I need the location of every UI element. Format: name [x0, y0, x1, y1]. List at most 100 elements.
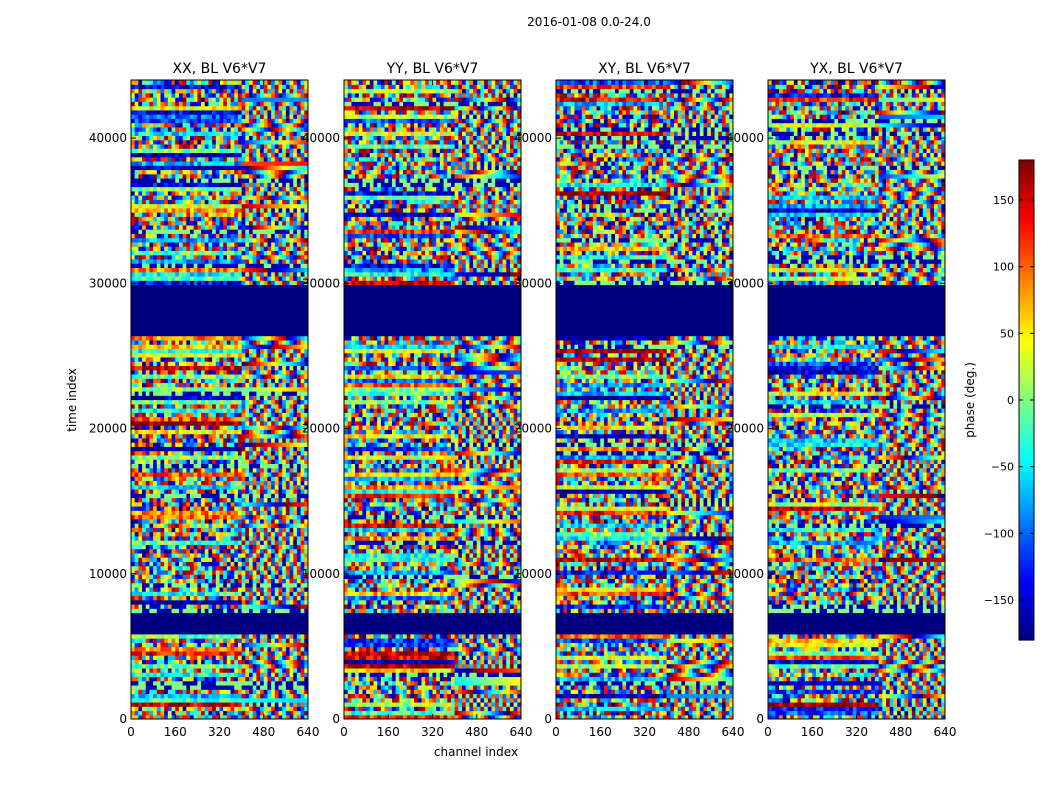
heatmap-cell — [175, 246, 180, 251]
heatmap-cell — [208, 254, 213, 260]
heatmap-cell — [285, 339, 291, 345]
heatmap-cell — [241, 224, 246, 230]
heatmap-cell — [138, 676, 143, 682]
heatmap-cell — [149, 442, 154, 447]
heatmap-cell — [274, 241, 280, 247]
heatmap-cell — [300, 476, 305, 482]
heatmap-cell — [271, 335, 276, 341]
heatmap-cell — [149, 378, 154, 384]
heatmap-cell — [296, 361, 302, 367]
heatmap-cell — [164, 689, 169, 695]
heatmap-cell — [249, 488, 254, 494]
heatmap-cell — [178, 518, 184, 524]
heatmap-cell — [175, 212, 180, 217]
heatmap-cell — [271, 484, 276, 490]
heatmap-cell — [271, 497, 276, 503]
heatmap-cell — [252, 655, 257, 660]
heatmap-cell — [204, 258, 210, 264]
heatmap-cell — [160, 706, 165, 712]
heatmap-cell — [149, 633, 154, 639]
heatmap-cell — [234, 561, 239, 567]
heatmap-cell — [186, 216, 191, 222]
heatmap-cell — [131, 369, 136, 375]
heatmap-cell — [271, 399, 276, 405]
heatmap-cell — [204, 454, 210, 460]
heatmap-cell — [131, 258, 136, 264]
heatmap-cell — [289, 701, 294, 707]
heatmap-cell — [252, 365, 257, 371]
heatmap-cell — [267, 599, 272, 605]
heatmap-cell — [289, 714, 294, 719]
heatmap-cell — [267, 714, 272, 719]
heatmap-cell — [282, 471, 287, 477]
heatmap-cell — [175, 578, 180, 584]
heatmap-cell — [186, 433, 191, 439]
heatmap-cell — [271, 395, 276, 401]
heatmap-cell — [145, 271, 151, 277]
heatmap-cell — [149, 672, 154, 677]
heatmap-cell — [197, 608, 202, 614]
heatmap-cell — [138, 599, 143, 605]
heatmap-cell — [223, 220, 228, 226]
heatmap-cell — [296, 544, 302, 550]
heatmap-cell — [215, 229, 221, 234]
heatmap-cell — [304, 212, 308, 217]
heatmap-cell — [149, 267, 154, 273]
heatmap-cell — [145, 650, 151, 656]
heatmap-cell — [278, 561, 283, 567]
heatmap-cell — [186, 463, 191, 469]
heatmap-cell — [300, 429, 305, 435]
heatmap-cell — [278, 655, 283, 660]
heatmap-cell — [249, 471, 254, 477]
heatmap-cell — [263, 603, 269, 609]
heatmap-cell — [282, 608, 287, 614]
heatmap-cell — [204, 212, 210, 217]
heatmap-cell — [134, 437, 139, 443]
heatmap-cell — [282, 672, 287, 677]
heatmap-cell — [274, 659, 280, 665]
heatmap-cell — [219, 548, 224, 554]
heatmap-cell — [285, 258, 291, 264]
heatmap-cell — [282, 599, 287, 605]
heatmap-cell — [193, 216, 198, 222]
heatmap-cell — [215, 518, 221, 524]
heatmap-cell — [190, 382, 195, 388]
heatmap-cell — [219, 531, 224, 537]
heatmap-cell — [219, 684, 224, 690]
heatmap-cell — [226, 714, 232, 719]
heatmap-cell — [219, 254, 224, 260]
heatmap-cell — [171, 638, 176, 643]
heatmap-cell — [145, 480, 151, 486]
heatmap-cell — [271, 548, 276, 554]
heatmap-cell — [197, 207, 202, 213]
heatmap-cell — [278, 484, 283, 490]
heatmap-cell — [171, 476, 176, 482]
heatmap-cell — [282, 254, 287, 260]
heatmap-cell — [263, 488, 269, 494]
heatmap-cell — [197, 471, 202, 477]
heatmap-cell — [153, 378, 158, 384]
heatmap-cell — [160, 710, 165, 716]
heatmap-cell — [245, 633, 250, 639]
heatmap-cell — [296, 531, 302, 537]
heatmap-cell — [149, 390, 154, 396]
heatmap-cell — [182, 365, 187, 371]
heatmap-cell — [145, 382, 151, 388]
heatmap-cell — [230, 501, 235, 507]
heatmap-cell — [164, 493, 169, 499]
heatmap-cell — [300, 710, 305, 716]
heatmap-cell — [245, 275, 250, 281]
heatmap-cell — [156, 497, 162, 503]
heatmap-cell — [223, 548, 228, 554]
heatmap-cell — [182, 506, 187, 511]
heatmap-cell — [156, 412, 162, 418]
heatmap-cell — [164, 386, 169, 392]
heatmap-cell — [219, 420, 224, 426]
heatmap-cell — [208, 463, 213, 469]
heatmap-cell — [241, 442, 246, 447]
heatmap-cell — [271, 369, 276, 375]
heatmap-cell — [212, 646, 217, 652]
heatmap-cell — [142, 540, 147, 545]
heatmap-cell — [215, 237, 221, 243]
heatmap-cell — [241, 437, 246, 443]
